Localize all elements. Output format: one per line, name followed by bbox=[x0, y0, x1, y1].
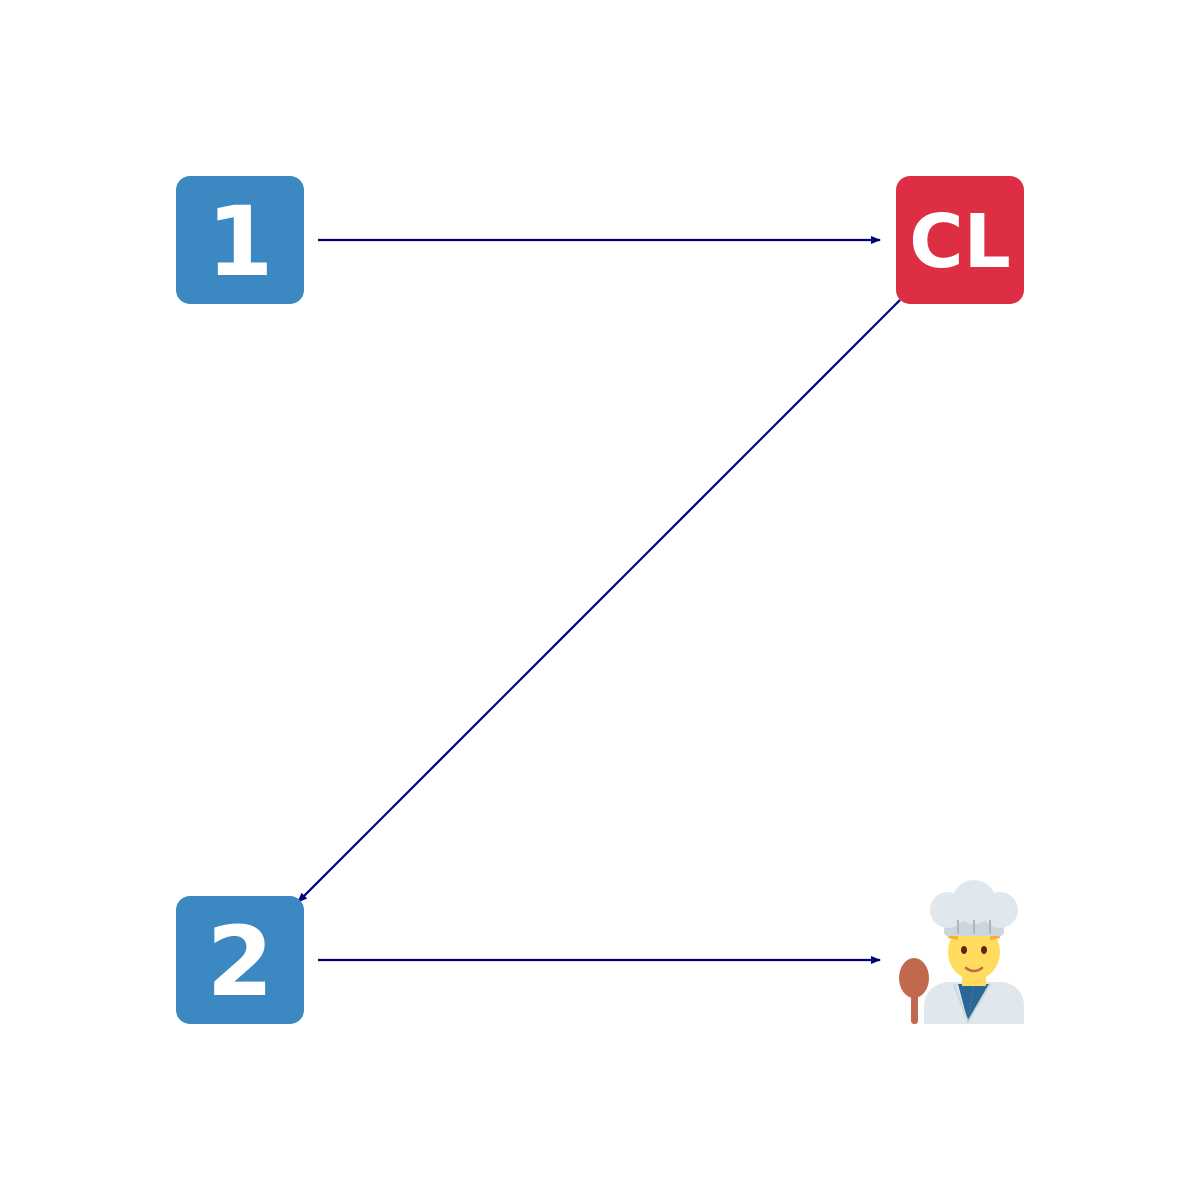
keycap-digit-one-icon bbox=[176, 176, 304, 304]
node-cl-button: CL bbox=[896, 176, 1024, 304]
node-keycap-2: 2 bbox=[176, 896, 304, 1024]
man-cook-icon bbox=[899, 880, 1024, 1025]
edge-cl-to-2 bbox=[297, 299, 901, 903]
cl-button-icon bbox=[896, 176, 1024, 304]
keycap-2-label: 2 bbox=[207, 906, 274, 1018]
keycap-digit-two-icon bbox=[176, 896, 304, 1024]
node-keycap-1: 1 bbox=[176, 176, 304, 304]
keycap-1-label: 1 bbox=[207, 186, 274, 298]
cl-button-label: CL bbox=[909, 199, 1010, 285]
